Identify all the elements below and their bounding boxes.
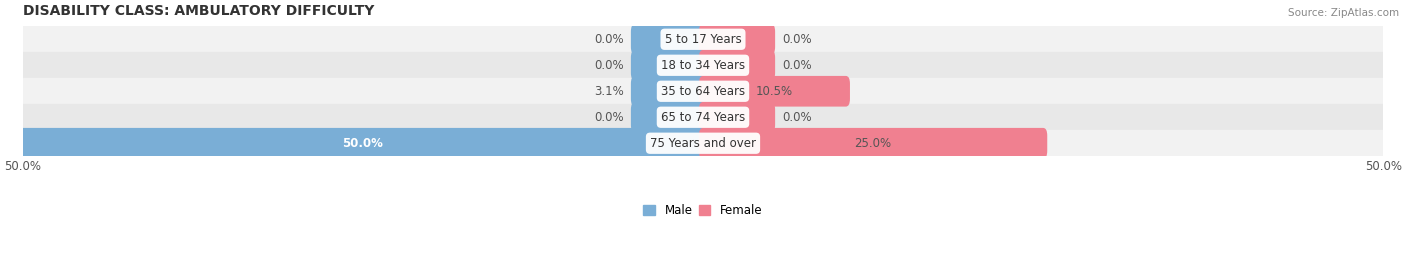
Text: 50.0%: 50.0% bbox=[343, 137, 384, 150]
FancyBboxPatch shape bbox=[631, 50, 707, 81]
Text: Source: ZipAtlas.com: Source: ZipAtlas.com bbox=[1288, 8, 1399, 18]
Bar bbox=[22, 130, 1384, 156]
FancyBboxPatch shape bbox=[631, 76, 707, 107]
Text: 0.0%: 0.0% bbox=[595, 59, 624, 72]
FancyBboxPatch shape bbox=[699, 102, 775, 133]
FancyBboxPatch shape bbox=[699, 128, 1047, 159]
FancyBboxPatch shape bbox=[699, 24, 775, 55]
Bar bbox=[22, 26, 1384, 52]
FancyBboxPatch shape bbox=[631, 102, 707, 133]
Text: 5 to 17 Years: 5 to 17 Years bbox=[665, 33, 741, 46]
Legend: Male, Female: Male, Female bbox=[638, 199, 768, 222]
FancyBboxPatch shape bbox=[699, 76, 851, 107]
Bar bbox=[22, 104, 1384, 130]
Text: 0.0%: 0.0% bbox=[595, 111, 624, 124]
FancyBboxPatch shape bbox=[699, 50, 775, 81]
FancyBboxPatch shape bbox=[18, 128, 707, 159]
Bar bbox=[22, 52, 1384, 78]
Text: 75 Years and over: 75 Years and over bbox=[650, 137, 756, 150]
Text: 0.0%: 0.0% bbox=[782, 59, 811, 72]
Text: 25.0%: 25.0% bbox=[855, 137, 891, 150]
Text: DISABILITY CLASS: AMBULATORY DIFFICULTY: DISABILITY CLASS: AMBULATORY DIFFICULTY bbox=[22, 4, 374, 18]
FancyBboxPatch shape bbox=[631, 24, 707, 55]
Bar bbox=[22, 78, 1384, 104]
Text: 18 to 34 Years: 18 to 34 Years bbox=[661, 59, 745, 72]
Text: 0.0%: 0.0% bbox=[782, 111, 811, 124]
Text: 65 to 74 Years: 65 to 74 Years bbox=[661, 111, 745, 124]
Text: 10.5%: 10.5% bbox=[756, 85, 793, 98]
Text: 0.0%: 0.0% bbox=[782, 33, 811, 46]
Text: 3.1%: 3.1% bbox=[595, 85, 624, 98]
Text: 0.0%: 0.0% bbox=[595, 33, 624, 46]
Text: 35 to 64 Years: 35 to 64 Years bbox=[661, 85, 745, 98]
